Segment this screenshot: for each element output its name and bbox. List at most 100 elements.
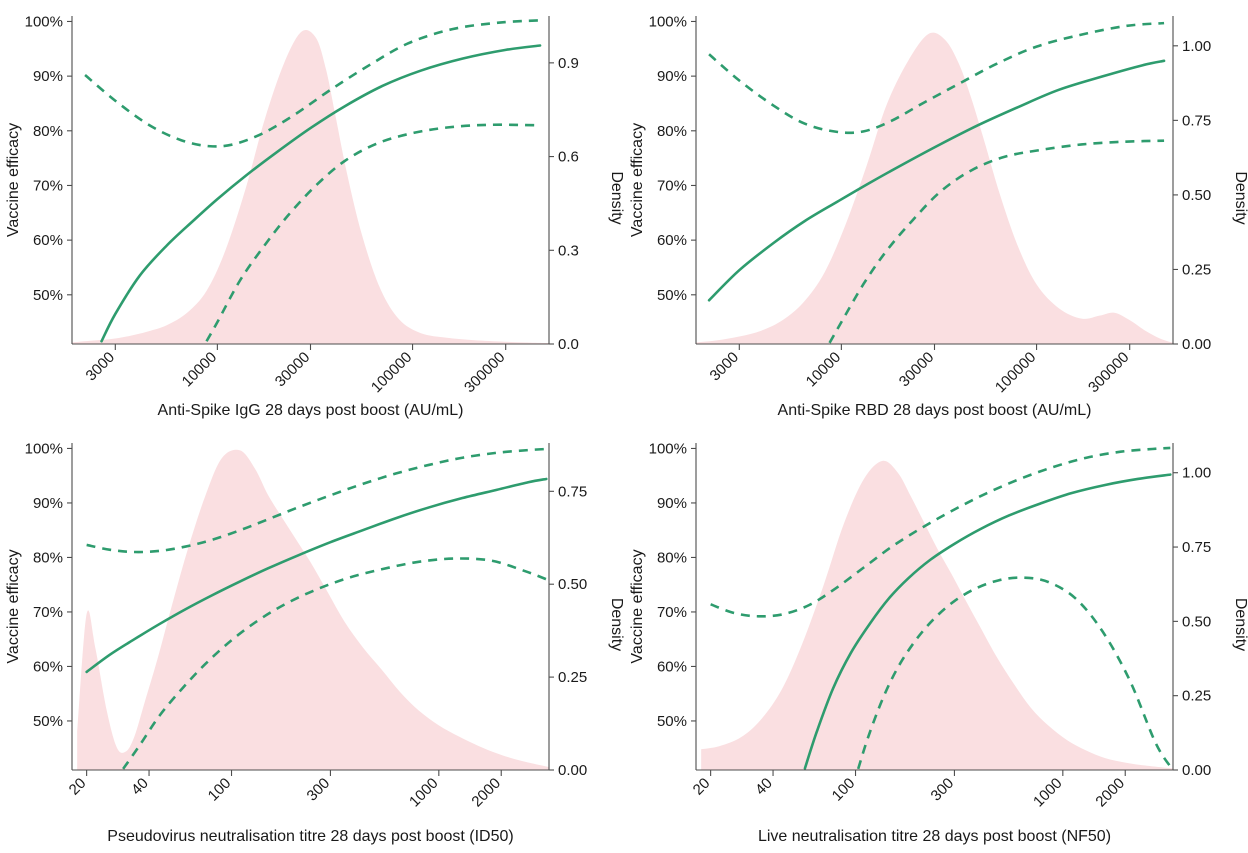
x-tick-label: 40 (752, 775, 776, 799)
efficacy-fit-curve (707, 59, 1166, 302)
y-tick-label: 50% (657, 713, 687, 730)
panel-pseudovirus-id50: 50% 60% 70% 80% 90% 100% Vaccine efficacy 0.00 0… (0, 427, 624, 853)
y2-tick-label: 0.25 (1182, 688, 1211, 705)
x-tick-label: 30000 (896, 349, 938, 391)
y2-tick-label: 1.00 (1182, 38, 1211, 55)
x-tick-label: 30000 (272, 349, 314, 391)
y2-tick-label: 0.75 (1182, 539, 1211, 556)
panel-anti-spike-igg: 50% 60% 70% 80% 90% 100% Vaccine efficacy 0.0 0.… (0, 0, 624, 427)
y-tick-label: 80% (657, 549, 687, 566)
y-tick-label: 80% (657, 123, 687, 140)
y-tick-label: 100% (649, 440, 687, 457)
density-area (701, 460, 1173, 770)
y-axis-title: Vaccine efficacy (629, 549, 646, 663)
y2-tick-label: 0.00 (1182, 762, 1211, 779)
y-tick-label: 100% (649, 13, 687, 30)
y2-tick-label: 0.00 (558, 762, 587, 779)
y2-tick-label: 0.50 (558, 576, 587, 593)
y2-tick-label: 0.3 (558, 242, 579, 259)
y2-tick-label: 1.00 (1182, 465, 1211, 482)
y-tick-label: 60% (657, 232, 687, 249)
y-tick-label: 70% (33, 177, 63, 194)
y2-tick-label: 0.6 (558, 149, 579, 166)
chart-svg: 50% 60% 70% 80% 90% 100% Vaccine efficacy 0.0 0.… (5, 13, 624, 419)
x-tick-label: 1000 (1030, 775, 1066, 811)
x-tick-label: 3000 (707, 349, 743, 385)
x-axis-title: Live neutralisation titre 28 days post b… (758, 828, 1111, 845)
x-tick-label: 100000 (368, 349, 415, 396)
y-tick-label: 60% (33, 232, 63, 249)
lower-ci-curve (828, 139, 1165, 344)
x-tick-label: 300 (928, 775, 958, 805)
y2-tick-label: 0.50 (1182, 613, 1211, 630)
chart-svg: 50% 60% 70% 80% 90% 100% Vaccine efficacy 0.00 0… (629, 13, 1248, 419)
x-tick-label: 100000 (992, 349, 1039, 396)
upper-ci-curve (708, 21, 1165, 135)
y2-tick-label: 0.9 (558, 55, 579, 72)
x-tick-label: 2000 (1092, 775, 1128, 811)
y-axis-title: Vaccine efficacy (5, 123, 22, 237)
upper-ci-curve (86, 447, 547, 554)
lower-ci-curve (122, 557, 547, 770)
y-tick-label: 50% (657, 287, 687, 304)
y-tick-label: 80% (33, 123, 63, 140)
x-tick-label: 20 (690, 775, 714, 799)
y-tick-label: 60% (657, 658, 687, 675)
y2-tick-label: 0.25 (1182, 261, 1211, 278)
x-axis-title: Anti-Spike IgG 28 days post boost (AU/mL… (158, 402, 464, 419)
y-tick-label: 90% (657, 68, 687, 85)
x-tick-label: 2000 (468, 775, 504, 811)
y-tick-label: 90% (657, 495, 687, 512)
y2-axis-title: Density (608, 171, 624, 224)
panel-live-neut-nf50: 50% 60% 70% 80% 90% 100% Vaccine efficacy 0.00 0… (624, 427, 1248, 853)
efficacy-fit-curve (803, 473, 1172, 770)
density-area (696, 32, 1173, 344)
y-axis-title: Vaccine efficacy (629, 123, 646, 237)
y-tick-label: 70% (657, 604, 687, 621)
y2-tick-label: 0.50 (1182, 187, 1211, 204)
density-area (72, 29, 549, 344)
y-tick-label: 60% (33, 658, 63, 675)
x-tick-label: 1000 (406, 775, 442, 811)
y-tick-label: 90% (33, 495, 63, 512)
y-tick-label: 50% (33, 287, 63, 304)
upper-ci-curve (84, 19, 541, 148)
upper-ci-curve (710, 446, 1171, 618)
x-tick-label: 3000 (83, 349, 119, 385)
y-tick-label: 70% (657, 177, 687, 194)
x-axis-title: Anti-Spike RBD 28 days post boost (AU/mL… (778, 402, 1092, 419)
lower-ci-curve (205, 123, 541, 342)
efficacy-fit-curve (85, 477, 548, 674)
x-tick-label: 20 (66, 775, 90, 799)
density-area (77, 449, 550, 770)
chart-svg: 50% 60% 70% 80% 90% 100% Vaccine efficacy 0.00 0… (629, 440, 1248, 845)
x-tick-label: 10000 (803, 349, 845, 391)
y2-tick-label: 0.25 (558, 669, 587, 686)
y2-tick-label: 0.0 (558, 336, 579, 353)
y2-axis-title: Density (608, 598, 624, 651)
x-tick-label: 300000 (461, 349, 508, 396)
y-tick-label: 70% (33, 604, 63, 621)
y-tick-label: 80% (33, 549, 63, 566)
lower-ci-curve (856, 576, 1173, 770)
efficacy-fit-curve (100, 44, 542, 343)
y2-tick-label: 0.75 (558, 483, 587, 500)
x-tick-label: 10000 (179, 349, 221, 391)
y2-tick-label: 0.75 (1182, 112, 1211, 129)
x-tick-label: 40 (128, 775, 152, 799)
x-tick-label: 100 (205, 775, 235, 805)
y-tick-label: 90% (33, 68, 63, 85)
x-tick-label: 100 (829, 775, 859, 805)
panel-anti-spike-rbd: 50% 60% 70% 80% 90% 100% Vaccine efficacy 0.00 0… (624, 0, 1248, 427)
chart-svg: 50% 60% 70% 80% 90% 100% Vaccine efficacy 0.00 0… (5, 440, 624, 845)
y-tick-label: 100% (25, 13, 63, 30)
x-axis-title: Pseudovirus neutralisation titre 28 days… (107, 828, 513, 845)
y-axis-title: Vaccine efficacy (5, 549, 22, 663)
x-tick-label: 300 (304, 775, 334, 805)
y2-tick-label: 0.00 (1182, 336, 1211, 353)
y-tick-label: 100% (25, 440, 63, 457)
y2-axis-title: Density (1232, 598, 1248, 651)
x-tick-label: 300000 (1085, 349, 1132, 396)
y-tick-label: 50% (33, 713, 63, 730)
